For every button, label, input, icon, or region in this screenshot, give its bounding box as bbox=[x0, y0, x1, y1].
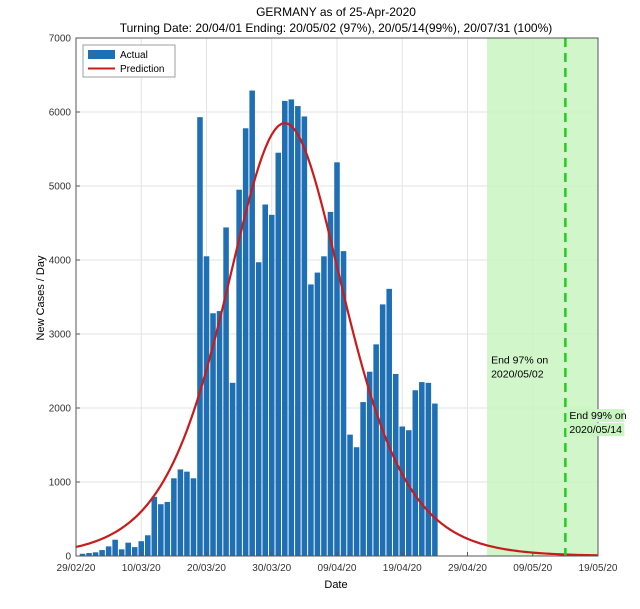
bar bbox=[419, 382, 425, 556]
annotation-text: 2020/05/02 bbox=[491, 369, 544, 381]
bar bbox=[268, 214, 275, 557]
bar bbox=[314, 272, 321, 556]
shaded-region-rect bbox=[487, 38, 598, 556]
annotation-text: 2020/05/14 bbox=[569, 424, 622, 436]
bar bbox=[223, 227, 229, 556]
x-tick-label: 19/05/20 bbox=[579, 563, 618, 574]
bar bbox=[86, 553, 92, 556]
bar bbox=[131, 547, 138, 556]
prediction-series bbox=[75, 121, 599, 557]
y-tick-label: 5000 bbox=[49, 182, 72, 193]
bar bbox=[340, 251, 347, 556]
bar bbox=[321, 256, 327, 556]
annotation-bg bbox=[566, 423, 625, 437]
x-tick-label: 20/03/20 bbox=[187, 563, 226, 574]
bar bbox=[190, 478, 197, 556]
bar bbox=[432, 403, 438, 556]
y-tick-label: 4000 bbox=[49, 256, 72, 267]
legend-label-actual: Actual bbox=[120, 50, 148, 61]
bar bbox=[118, 549, 125, 556]
bar bbox=[249, 90, 255, 556]
bar bbox=[425, 382, 432, 556]
bar bbox=[334, 162, 340, 556]
bar bbox=[275, 152, 282, 556]
bar bbox=[99, 550, 105, 556]
bar bbox=[399, 426, 406, 556]
axes: 0 1000 2000 3000 4000 5000 6000 7000 29/02/20 10/… bbox=[49, 34, 618, 575]
bar bbox=[353, 447, 360, 556]
bar bbox=[203, 256, 210, 556]
bar bbox=[236, 189, 242, 556]
annotation-text: End 97% on bbox=[491, 355, 548, 367]
bar bbox=[210, 313, 216, 556]
y-tick-label: 1000 bbox=[49, 478, 72, 489]
shaded-region bbox=[487, 38, 598, 556]
bar bbox=[92, 552, 99, 556]
chart-subtitle: Turning Date: 20/04/01 Ending: 20/05/02 … bbox=[120, 21, 553, 35]
bar bbox=[105, 546, 112, 556]
bar bbox=[288, 99, 295, 557]
bar bbox=[392, 373, 399, 556]
bar bbox=[366, 371, 373, 556]
bar bbox=[327, 211, 334, 556]
bar bbox=[138, 541, 145, 556]
bar bbox=[308, 284, 314, 556]
bar bbox=[158, 504, 164, 556]
legend-swatch-actual bbox=[88, 50, 115, 59]
bar bbox=[255, 262, 262, 556]
bar bbox=[125, 542, 131, 556]
y-tick-label: 0 bbox=[65, 552, 71, 563]
bar bbox=[177, 469, 184, 556]
annotations: End 97% on 2020/05/02 End 99% on 2020/05/14 bbox=[491, 355, 627, 437]
x-tick-label: 10/03/20 bbox=[122, 563, 161, 574]
bar bbox=[184, 471, 190, 556]
bar bbox=[373, 344, 379, 556]
y-tick-label: 2000 bbox=[49, 404, 72, 415]
x-tick-label: 29/04/20 bbox=[448, 563, 487, 574]
y-tick-label: 7000 bbox=[49, 34, 72, 45]
legend-label-prediction: Prediction bbox=[120, 64, 164, 75]
prediction-line bbox=[75, 121, 599, 557]
x-tick-label: 30/03/20 bbox=[252, 563, 291, 574]
y-tick-label: 3000 bbox=[49, 330, 72, 341]
bar bbox=[301, 116, 308, 556]
x-tick-label: 09/04/20 bbox=[318, 563, 357, 574]
bar bbox=[164, 501, 171, 556]
bar bbox=[151, 496, 158, 556]
bar bbox=[406, 430, 412, 556]
bar bbox=[262, 204, 268, 556]
bar bbox=[282, 100, 288, 557]
bar bbox=[295, 106, 301, 556]
bar bbox=[197, 117, 203, 557]
bar bbox=[79, 553, 86, 556]
bar bbox=[360, 402, 366, 556]
y-tick-label: 6000 bbox=[49, 108, 72, 119]
y-axis-label: New Cases / Day bbox=[35, 255, 47, 340]
chart-title: GERMANY as of 25-Apr-2020 bbox=[256, 5, 416, 19]
annotation-bg bbox=[566, 409, 625, 423]
bar bbox=[386, 288, 392, 556]
x-tick-label: 19/04/20 bbox=[383, 563, 422, 574]
bar bbox=[112, 539, 118, 556]
bar bbox=[347, 434, 353, 556]
bar bbox=[242, 128, 249, 556]
annotation-text: End 99% on bbox=[569, 410, 626, 422]
bar bbox=[216, 311, 223, 556]
bars-series bbox=[79, 90, 438, 557]
x-tick-label: 09/05/20 bbox=[513, 563, 552, 574]
bar bbox=[229, 382, 236, 556]
bar bbox=[145, 535, 151, 556]
x-tick-label: 29/02/20 bbox=[57, 563, 96, 574]
x-axis-label: Date bbox=[324, 579, 347, 591]
bar bbox=[171, 478, 177, 556]
legend: Actual Prediction bbox=[82, 44, 176, 78]
bar bbox=[412, 390, 419, 556]
